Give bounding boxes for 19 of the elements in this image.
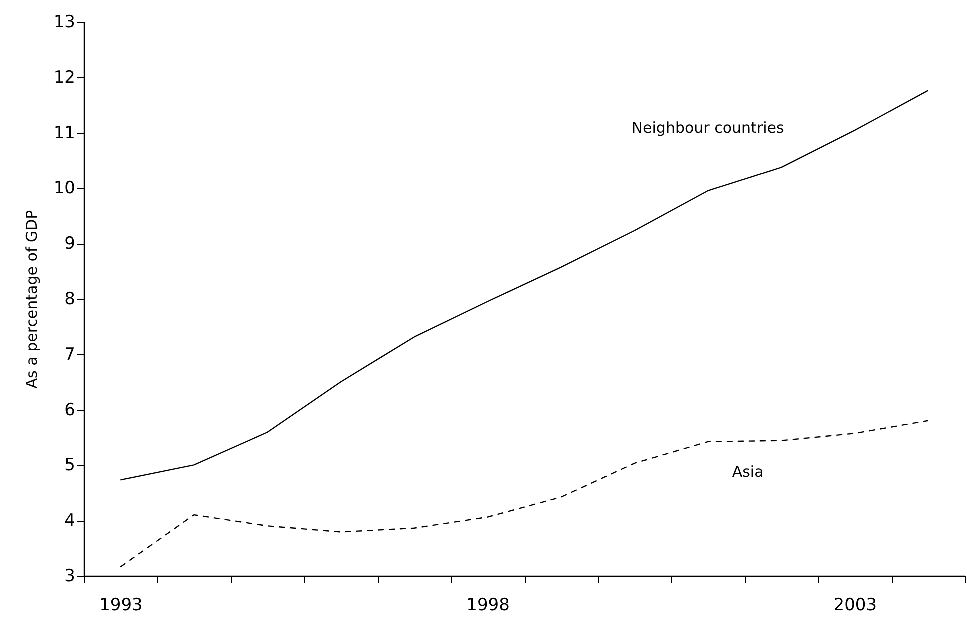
line-series: [120, 420, 929, 568]
y-tick-label: 5: [64, 456, 76, 476]
x-tick-label: 1993: [100, 596, 143, 616]
y-tick-label: 11: [54, 123, 76, 144]
line-series: [120, 90, 929, 481]
x-tick-label: 1998: [466, 596, 510, 616]
x-tick-label: 2003: [834, 596, 878, 616]
series-label: Neighbour countries: [632, 118, 784, 137]
series-label: Asia: [732, 462, 764, 481]
y-tick-label: 7: [64, 344, 76, 365]
y-tick-label: 10: [54, 178, 76, 199]
y-tick-label: 13: [54, 12, 76, 32]
y-tick-label: 9: [64, 234, 76, 254]
y-tick-label: 3: [64, 566, 76, 586]
y-tick-label: 8: [64, 290, 76, 310]
y-tick-label: 4: [64, 511, 76, 532]
y-axis-title: As a percentage of GDP: [22, 210, 41, 389]
y-tick-label: 12: [54, 68, 76, 88]
y-tick-label: 6: [64, 400, 76, 420]
